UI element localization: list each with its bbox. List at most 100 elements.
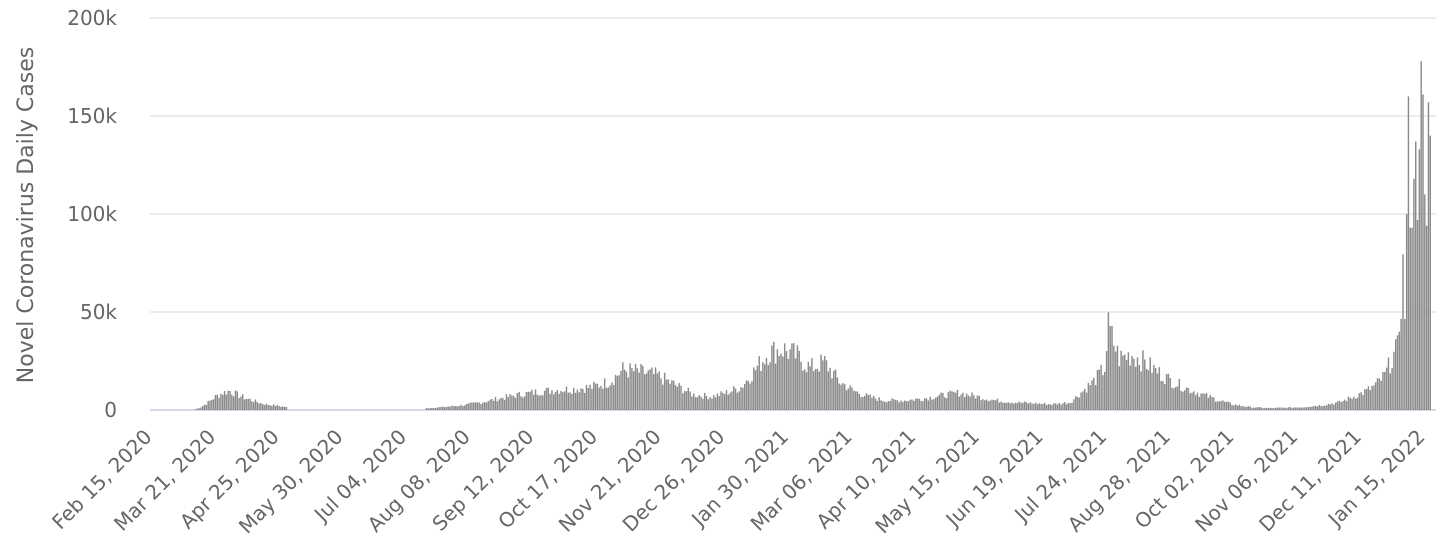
bar bbox=[471, 402, 473, 410]
bar bbox=[1264, 408, 1266, 410]
bar bbox=[1322, 405, 1324, 410]
bar bbox=[589, 384, 591, 410]
bar bbox=[774, 363, 777, 410]
bar bbox=[1242, 406, 1244, 410]
bar bbox=[862, 397, 864, 410]
bar bbox=[492, 400, 495, 410]
bar bbox=[1236, 405, 1239, 410]
bar bbox=[1389, 373, 1391, 410]
bar bbox=[509, 394, 511, 410]
bar bbox=[1122, 355, 1124, 410]
bar bbox=[876, 400, 879, 410]
bar bbox=[1291, 407, 1293, 410]
bar bbox=[229, 391, 231, 410]
bar bbox=[1427, 102, 1430, 410]
bar bbox=[829, 367, 831, 410]
bar bbox=[547, 387, 549, 410]
bar bbox=[1165, 374, 1168, 410]
bar bbox=[532, 394, 535, 410]
bar bbox=[489, 399, 491, 410]
bar bbox=[963, 397, 966, 410]
bar bbox=[1191, 392, 1193, 410]
bar bbox=[249, 398, 251, 410]
bar bbox=[669, 383, 671, 410]
bar bbox=[682, 393, 684, 410]
bar bbox=[1369, 390, 1371, 410]
bar bbox=[1247, 406, 1250, 410]
bar bbox=[1420, 61, 1422, 411]
bar bbox=[1211, 396, 1213, 410]
bar bbox=[1422, 94, 1424, 410]
bar bbox=[913, 400, 915, 410]
bar bbox=[733, 386, 735, 410]
bar bbox=[480, 404, 482, 410]
bar bbox=[649, 369, 651, 410]
bar bbox=[1065, 404, 1068, 410]
bar bbox=[783, 343, 786, 410]
bar bbox=[802, 370, 804, 410]
bar bbox=[647, 370, 650, 410]
bar bbox=[1278, 407, 1281, 410]
bar bbox=[1022, 402, 1024, 410]
bar bbox=[218, 397, 220, 410]
bar bbox=[276, 405, 279, 410]
bar bbox=[903, 400, 906, 410]
bar bbox=[1196, 392, 1199, 410]
bar bbox=[476, 402, 479, 410]
bar bbox=[280, 406, 282, 410]
bar bbox=[567, 392, 569, 410]
bar bbox=[1238, 404, 1241, 410]
bar bbox=[1334, 402, 1337, 410]
bar bbox=[1300, 407, 1302, 410]
bar bbox=[622, 362, 624, 410]
bar bbox=[267, 405, 269, 410]
bar bbox=[1254, 407, 1257, 410]
bar bbox=[969, 396, 971, 410]
bar bbox=[1229, 402, 1231, 410]
bar bbox=[940, 392, 942, 410]
bar bbox=[1171, 387, 1173, 410]
bar bbox=[607, 387, 609, 410]
bar bbox=[1038, 403, 1040, 410]
bar bbox=[1024, 401, 1026, 410]
bar bbox=[1289, 407, 1291, 410]
bar bbox=[625, 371, 628, 410]
bar bbox=[929, 396, 931, 410]
bar bbox=[578, 392, 580, 410]
bar bbox=[1189, 393, 1191, 410]
bar bbox=[1042, 403, 1044, 410]
bar bbox=[1213, 397, 1215, 410]
bar bbox=[245, 398, 248, 410]
bar bbox=[962, 392, 964, 410]
bar bbox=[1091, 380, 1093, 410]
bar bbox=[474, 402, 477, 410]
bar bbox=[1349, 397, 1351, 410]
bar bbox=[1214, 401, 1217, 410]
bar bbox=[960, 394, 962, 410]
bar bbox=[520, 396, 522, 410]
bar bbox=[816, 368, 819, 410]
bar bbox=[636, 368, 639, 410]
bar bbox=[893, 399, 895, 410]
bar bbox=[1094, 385, 1097, 410]
bar bbox=[1193, 391, 1195, 410]
bar bbox=[689, 391, 691, 410]
bar bbox=[1084, 388, 1086, 410]
bar bbox=[209, 400, 211, 410]
bar bbox=[247, 398, 249, 410]
bar bbox=[236, 391, 239, 410]
bar bbox=[956, 389, 959, 410]
bar bbox=[942, 392, 944, 410]
bar bbox=[820, 354, 822, 410]
bar bbox=[596, 383, 599, 410]
bar bbox=[429, 408, 431, 410]
bar bbox=[985, 399, 988, 410]
bar bbox=[683, 391, 686, 410]
bar bbox=[785, 350, 788, 410]
bar bbox=[883, 401, 886, 410]
bar bbox=[1018, 401, 1020, 410]
bar bbox=[478, 402, 480, 410]
bar bbox=[1020, 402, 1022, 410]
bar bbox=[1093, 377, 1095, 410]
